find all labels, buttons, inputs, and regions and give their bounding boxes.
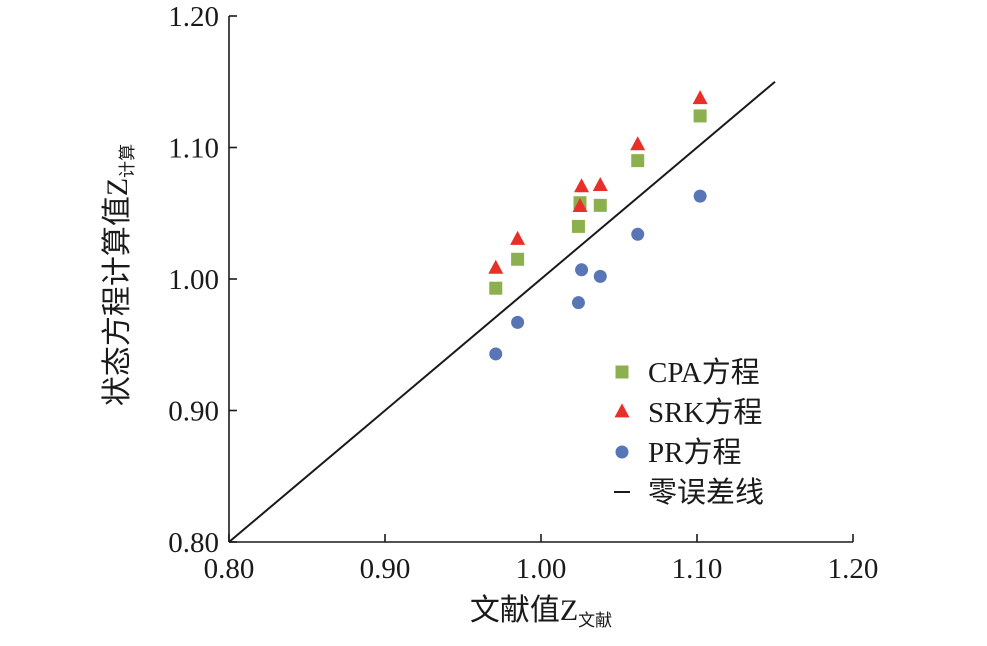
square-point [593,198,607,212]
circle-point [571,296,585,310]
circle-point [575,263,589,277]
axis-labels: 文献值Z文献 状态方程计算值Z计算 [101,144,612,630]
y-tick-label: 0.90 [168,396,219,428]
legend-circle-marker [615,445,629,459]
zero-error-line [228,80,776,543]
series-circle [489,189,707,361]
y-tick-label: 1.00 [168,264,219,296]
x-tick-label: 1.10 [672,553,723,585]
triangle-point [510,230,526,245]
triangle-point [488,259,504,274]
x-tick-label: 0.90 [360,553,411,585]
axes: 0.80 0.90 1.00 1.10 1.20 0.80 0.90 1.00 1.10 1.20 [168,1,878,585]
y-tick-label: 0.80 [168,527,219,559]
square-point [693,109,707,123]
square-point [489,281,503,295]
x-axis-label: 文献值Z文献 [470,594,612,630]
square-point [571,219,585,233]
y-axis-label: 状态方程计算值Z计算 [101,144,137,406]
circle-point [631,227,645,241]
reference-line-group [228,80,776,543]
triangle-point [630,136,646,151]
triangle-point [572,197,588,212]
legend-square-marker [615,365,629,379]
circle-point [593,269,607,283]
x-tick-label: 0.80 [204,553,255,585]
triangle-point [592,176,608,191]
y-tick-label: 1.10 [168,133,219,165]
data-points [488,90,708,361]
circle-point [511,315,525,329]
legend-triangle-marker [614,403,630,418]
triangle-point [692,90,708,105]
legend-label: CPA方程 [648,356,760,389]
triangle-point [574,178,590,193]
x-tick-label: 1.00 [516,553,567,585]
series-square [489,109,707,295]
legend-label: SRK方程 [648,396,762,429]
legend-label: PR方程 [648,436,741,469]
square-point [631,154,645,168]
circle-point [489,347,503,361]
legend-label: 零误差线 [648,476,764,509]
y-tick-label: 1.20 [168,1,219,33]
series-triangle [488,90,708,274]
circle-point [693,189,707,203]
square-point [511,252,525,266]
x-tick-label: 1.20 [828,553,879,585]
